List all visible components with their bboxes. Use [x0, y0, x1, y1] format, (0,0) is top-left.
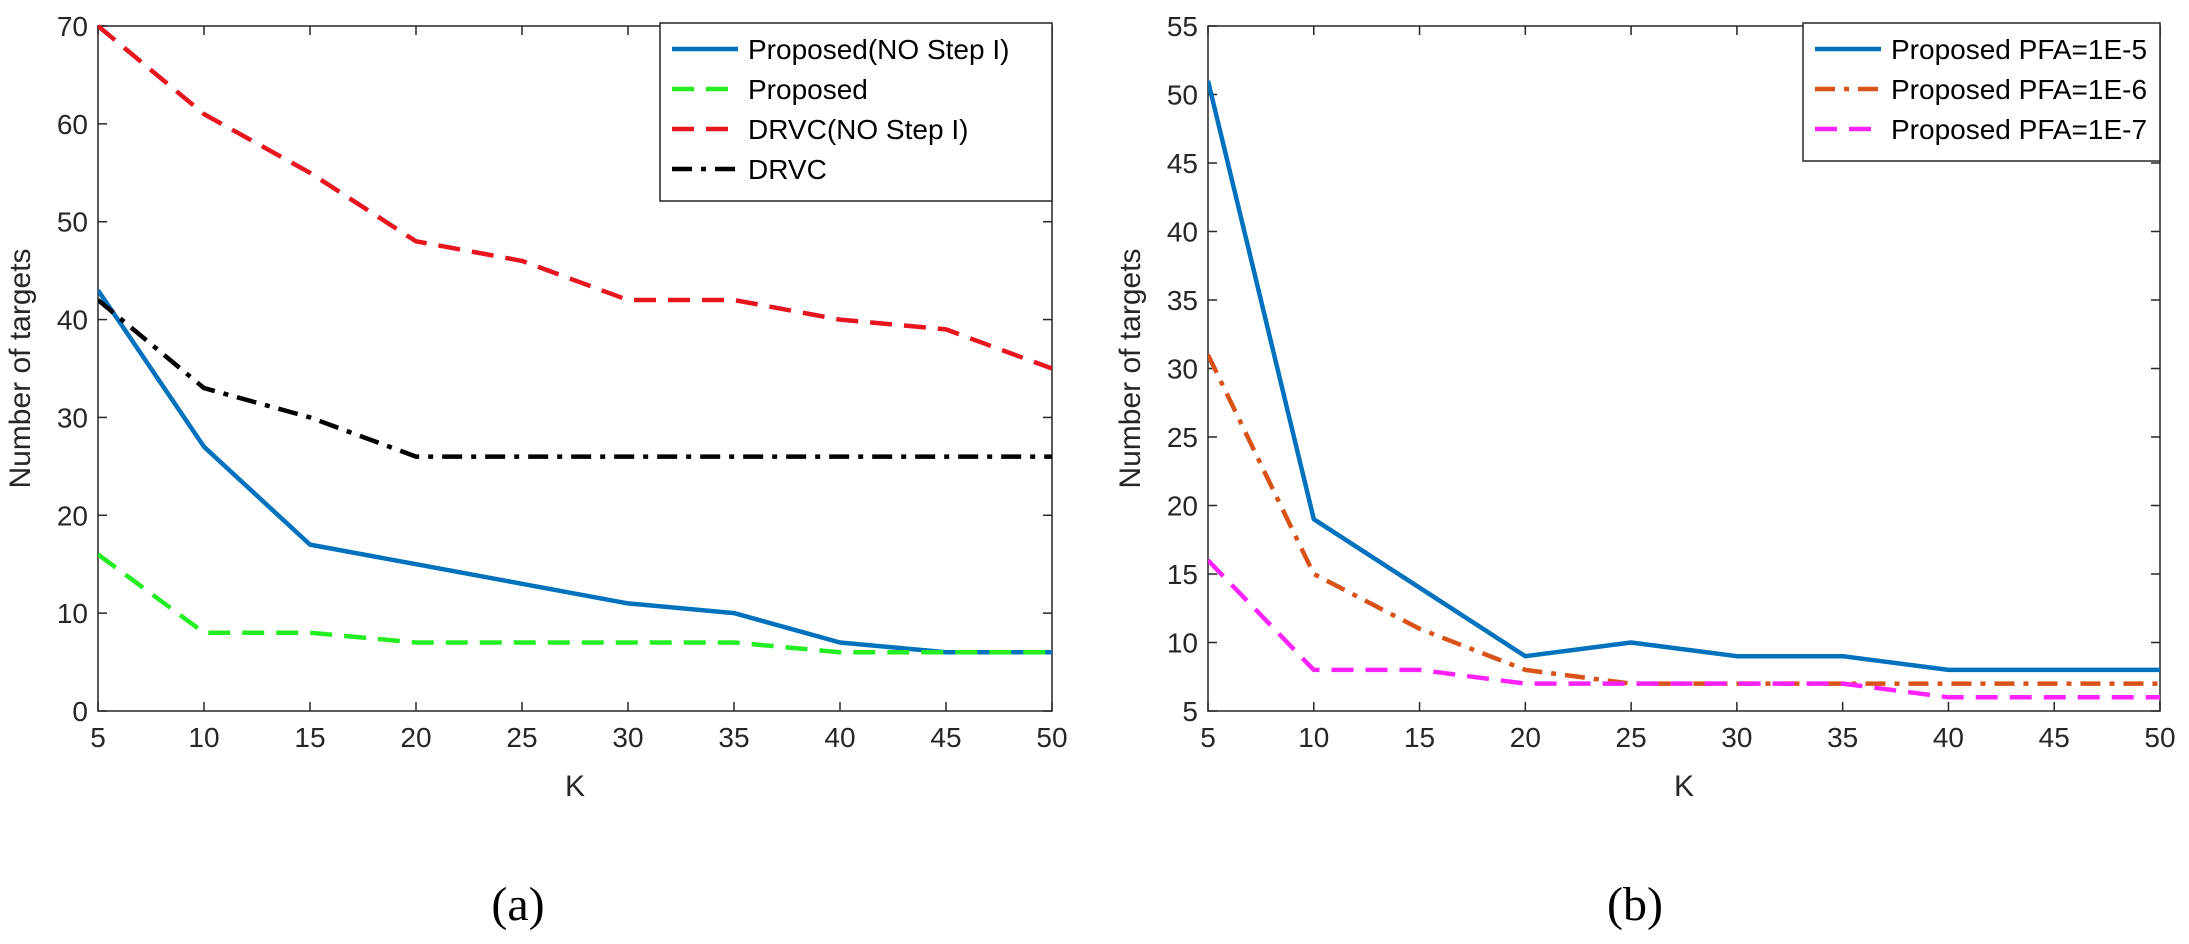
panel-b-x-tick-label: 30 — [1721, 722, 1752, 753]
panel-b-y-tick-label: 10 — [1167, 628, 1198, 659]
panel-a-x-tick-label: 45 — [930, 722, 961, 753]
panel-b-y-tick-label: 45 — [1167, 148, 1198, 179]
panel-a-y-tick-label: 0 — [72, 696, 88, 727]
panel-b-series-line-3 — [1208, 558, 2160, 700]
panel-b-y-axis-label: Number of targets — [1114, 248, 1147, 488]
panel-a-y-tick-label: 10 — [57, 598, 88, 629]
panel-b-y-tick-label: 55 — [1167, 11, 1198, 42]
panel-b-x-tick-label: 25 — [1616, 722, 1647, 753]
panel-b-y-tick-label: 20 — [1167, 491, 1198, 522]
panel-b-y-tick-label: 40 — [1167, 217, 1198, 248]
panel-a-legend-box — [659, 22, 1053, 202]
panel-b-legend-label-3: Proposed PFA=1E-7 — [1891, 114, 2147, 145]
panel-a-x-tick-label: 35 — [718, 722, 749, 753]
panel-a-series-line-2 — [98, 552, 1052, 655]
panel-b-x-tick-label: 15 — [1404, 722, 1435, 753]
panel-a-y-tick-label: 70 — [57, 11, 88, 42]
panel-b-x-tick-label: 45 — [2039, 722, 2070, 753]
panel-a-series-line-4 — [98, 298, 1052, 459]
panel-b-y-tick-label: 25 — [1167, 422, 1198, 453]
panel-b-x-tick-label: 50 — [2144, 722, 2175, 753]
caption-b: (b) — [1607, 878, 1663, 931]
panel-b-x-axis-label: K — [1674, 770, 1694, 803]
panel-a-x-tick-label: 40 — [824, 722, 855, 753]
panel-b-x-tick-label: 20 — [1510, 722, 1541, 753]
panel-a-x-tick-label: 50 — [1036, 722, 1067, 753]
panel-a-legend-label-1: Proposed(NO Step I) — [748, 34, 1009, 65]
panel-b-x-tick-label: 40 — [1933, 722, 1964, 753]
panel-a-y-axis-label: Number of targets — [4, 248, 37, 488]
panel-a-x-tick-label: 10 — [188, 722, 219, 753]
panel-b-legend-label-2: Proposed PFA=1E-6 — [1891, 74, 2147, 105]
panel-a-y-tick-label: 20 — [57, 500, 88, 531]
caption-a: (a) — [491, 878, 544, 931]
panel-a-y-tick-label: 50 — [57, 207, 88, 238]
panel-b-x-tick-label: 10 — [1298, 722, 1329, 753]
panel-b-x-tick-label: 5 — [1200, 722, 1216, 753]
panel-a-legend-label-4: DRVC — [748, 154, 827, 185]
chart-panel-a: 5 10 15 20 25 30 35 40 45 50 0 10 20 30 40 50 60 70 K Numbe… — [4, 11, 1068, 803]
panel-a-legend-label-2: Proposed — [748, 74, 868, 105]
panel-b-series-line-1 — [1208, 80, 2160, 673]
panel-a-series-line-1 — [98, 288, 1052, 655]
panel-b-y-tick-label: 35 — [1167, 285, 1198, 316]
panel-a-legend-label-3: DRVC(NO Step I) — [748, 114, 968, 145]
panel-a-y-tick-label: 60 — [57, 109, 88, 140]
panel-b-legend-label-1: Proposed PFA=1E-5 — [1891, 34, 2147, 65]
panel-b-y-tick-label: 5 — [1182, 696, 1198, 727]
panel-b-series-line-2 — [1208, 353, 2160, 686]
panel-a-y-tick-label: 30 — [57, 402, 88, 433]
panel-a-y-tick-label: 40 — [57, 305, 88, 336]
panel-a-x-tick-label: 5 — [90, 722, 106, 753]
panel-b-y-tick-label: 15 — [1167, 559, 1198, 590]
panel-b-x-tick-label: 35 — [1827, 722, 1858, 753]
panel-a-x-tick-label: 15 — [294, 722, 325, 753]
panel-b-y-tick-label: 30 — [1167, 354, 1198, 385]
panel-a-series-line-3 — [98, 24, 1052, 371]
chart-panel-b: 5 10 15 20 25 30 35 40 45 50 5 10 15 20 25 30 35 40 45 50 55… — [1114, 11, 2176, 803]
panel-a-x-tick-label: 30 — [612, 722, 643, 753]
panel-b-legend-box — [1802, 22, 2161, 162]
panel-b-y-tick-label: 50 — [1167, 80, 1198, 111]
panel-a-x-axis-label: K — [565, 770, 585, 803]
panel-a-x-tick-label: 20 — [400, 722, 431, 753]
panel-a-x-tick-label: 25 — [506, 722, 537, 753]
